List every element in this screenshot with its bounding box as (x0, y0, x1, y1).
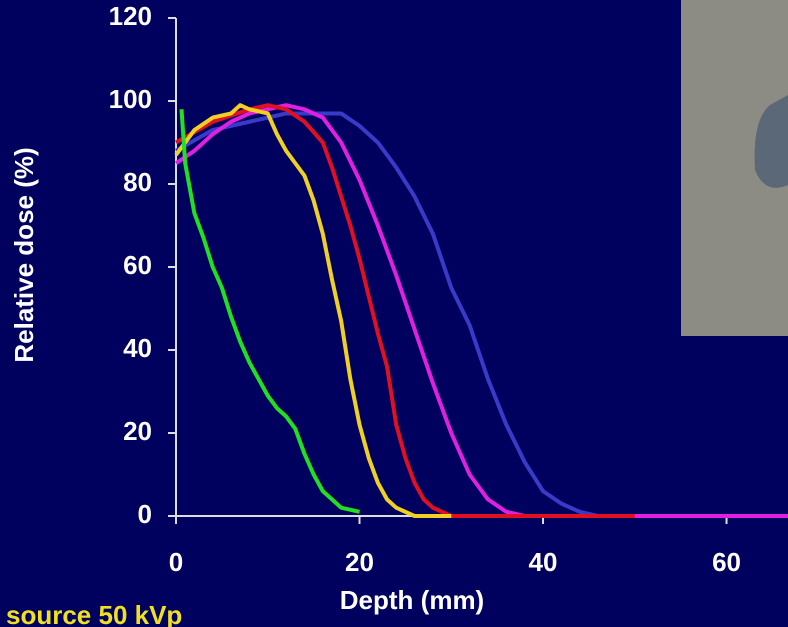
x-axis-title: Depth (mm) (340, 585, 484, 615)
y-tick-label: 120 (109, 1, 152, 31)
x-tick-label: 20 (345, 547, 374, 577)
dose-curve (175, 103, 635, 518)
y-tick-label: 100 (109, 84, 152, 114)
y-tick-label: 80 (123, 167, 152, 197)
y-tick-label: 0 (138, 499, 152, 529)
y-axis-title: Relative dose (%) (9, 147, 39, 362)
dose-curve (174, 103, 452, 518)
x-tick-label: 40 (529, 547, 558, 577)
annotation: source 50 kVp (6, 600, 182, 627)
dose-curve (174, 103, 788, 518)
y-tick-label: 40 (123, 333, 152, 363)
x-tick-label: 60 (712, 547, 741, 577)
photo-object (754, 95, 788, 188)
x-tick-label: 0 (169, 547, 183, 577)
dose-curve (179, 109, 360, 514)
y-tick-label: 20 (123, 416, 152, 446)
dose-curve (175, 111, 788, 518)
y-tick-label: 60 (123, 250, 152, 280)
